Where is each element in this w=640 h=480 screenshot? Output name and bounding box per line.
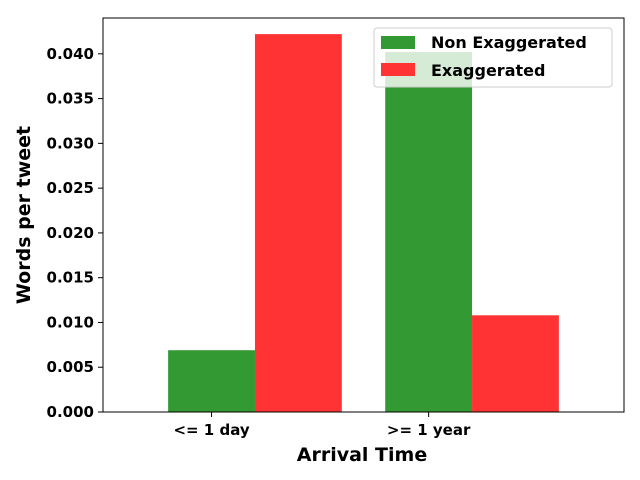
bar-exaggerated-0 bbox=[254, 34, 342, 412]
y-tick-label: 0.000 bbox=[47, 403, 94, 421]
legend-label-exaggerated: Exaggerated bbox=[431, 61, 545, 80]
x-axis-title: Arrival Time bbox=[297, 444, 427, 466]
legend-swatch-non-exaggerated bbox=[381, 36, 415, 49]
legend-swatch-exaggerated bbox=[381, 63, 415, 76]
bars-layer bbox=[168, 34, 559, 412]
x-tick-label: <= 1 day bbox=[173, 421, 249, 439]
y-axis-title: Words per tweet bbox=[13, 126, 35, 304]
bar-non-exaggerated-1 bbox=[385, 52, 473, 412]
y-tick-label: 0.040 bbox=[47, 45, 94, 63]
x-axis: <= 1 day >= 1 year bbox=[173, 412, 471, 439]
y-tick-label: 0.025 bbox=[47, 179, 94, 197]
plot-frame bbox=[102, 17, 625, 413]
y-tick-label: 0.030 bbox=[47, 134, 94, 152]
y-tick-label: 0.015 bbox=[47, 269, 94, 287]
legend-label-non-exaggerated: Non Exaggerated bbox=[431, 33, 587, 52]
legend: Non Exaggerated Exaggerated bbox=[373, 27, 613, 88]
x-tick-label: >= 1 year bbox=[387, 421, 471, 439]
y-axis: 0.000 0.005 0.010 0.015 0.020 0.025 0.030 0.035… bbox=[47, 45, 103, 421]
y-tick-label: 0.010 bbox=[47, 313, 94, 331]
legend-frame bbox=[373, 27, 613, 88]
y-tick-label: 0.005 bbox=[47, 358, 94, 376]
bar-exaggerated-1 bbox=[472, 315, 559, 412]
y-tick-label: 0.020 bbox=[47, 224, 94, 242]
y-tick-label: 0.035 bbox=[47, 90, 94, 108]
bar-non-exaggerated-0 bbox=[168, 350, 255, 412]
